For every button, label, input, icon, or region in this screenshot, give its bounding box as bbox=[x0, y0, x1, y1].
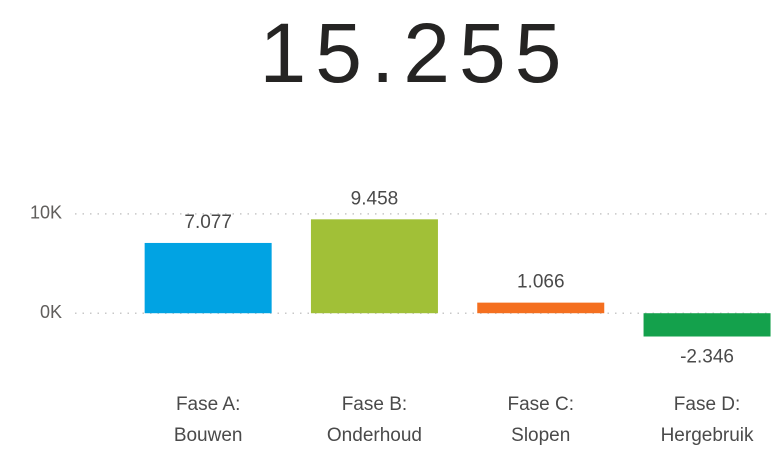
x-tick-label: Fase B: bbox=[342, 394, 407, 415]
x-tick-label: Hergebruik bbox=[661, 425, 754, 446]
value-label: 9.458 bbox=[351, 188, 399, 209]
x-tick-label: Fase A: bbox=[176, 394, 240, 415]
x-tick-label: Onderhoud bbox=[327, 425, 422, 446]
x-tick-label: Fase C: bbox=[507, 394, 574, 415]
x-tick-label: Bouwen bbox=[174, 425, 243, 446]
value-label: 1.066 bbox=[517, 272, 565, 293]
bar bbox=[477, 302, 605, 314]
x-tick-label: Slopen bbox=[511, 425, 570, 446]
kpi-value: 15.255 bbox=[260, 6, 571, 100]
value-label: -2.346 bbox=[680, 347, 734, 368]
x-tick-label: Fase D: bbox=[674, 394, 741, 415]
y-tick-label: 10K bbox=[30, 203, 62, 223]
bar bbox=[144, 242, 272, 314]
bar bbox=[310, 219, 438, 314]
y-tick-label: 0K bbox=[40, 302, 62, 322]
value-label: 7.077 bbox=[184, 212, 232, 233]
bar bbox=[643, 313, 771, 337]
